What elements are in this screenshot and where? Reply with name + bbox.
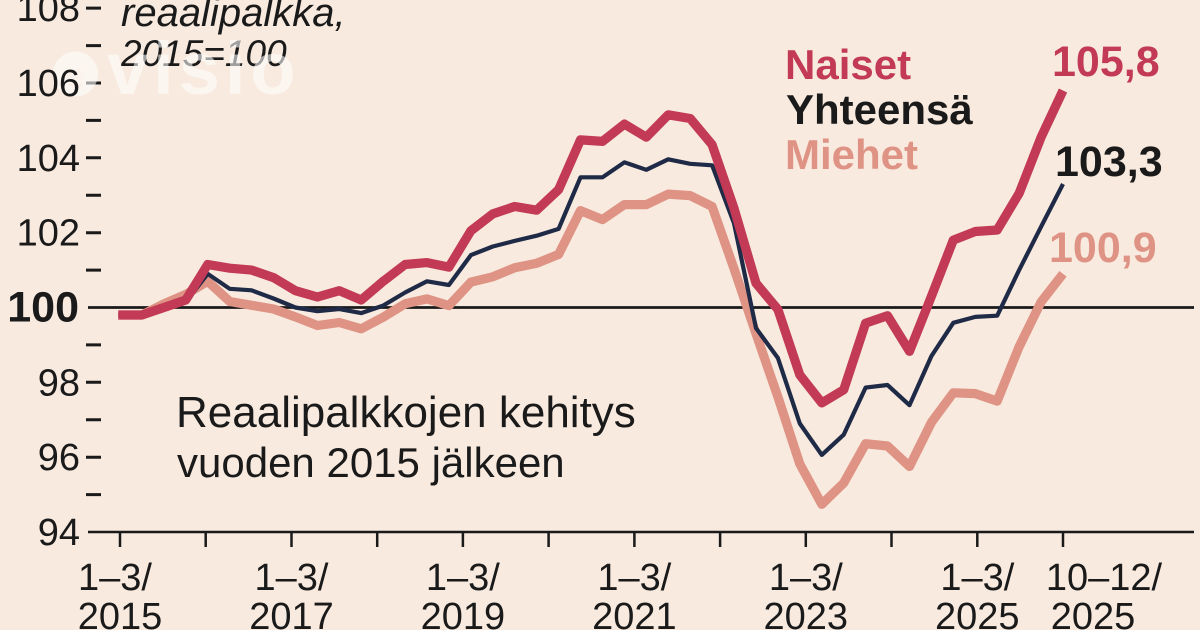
svg-text:100,9: 100,9 xyxy=(1049,224,1157,272)
svg-text:1–3/: 1–3/ xyxy=(769,557,843,599)
svg-text:e: e xyxy=(65,55,85,96)
svg-text:96: 96 xyxy=(38,437,80,479)
svg-text:2025: 2025 xyxy=(1051,596,1136,630)
svg-text:Naiset: Naiset xyxy=(785,41,911,88)
svg-text:98: 98 xyxy=(38,362,80,404)
svg-text:1–3/: 1–3/ xyxy=(940,557,1014,599)
svg-text:105,8: 105,8 xyxy=(1052,38,1160,86)
svg-text:2021: 2021 xyxy=(592,596,677,630)
svg-text:reaalipalkka,: reaalipalkka, xyxy=(121,0,346,35)
svg-text:visio: visio xyxy=(107,27,301,110)
svg-text:103,3: 103,3 xyxy=(1055,138,1163,186)
svg-text:2017: 2017 xyxy=(249,596,334,630)
svg-text:Miehet: Miehet xyxy=(785,131,918,178)
svg-text:Yhteensä: Yhteensä xyxy=(786,86,973,133)
svg-text:1–3/: 1–3/ xyxy=(255,557,329,599)
svg-text:2015=100: 2015=100 xyxy=(120,33,287,74)
svg-text:100: 100 xyxy=(7,284,79,332)
svg-text:1–3/: 1–3/ xyxy=(426,557,500,599)
svg-text:102: 102 xyxy=(17,213,80,255)
svg-text:2015: 2015 xyxy=(78,596,163,630)
svg-text:2025: 2025 xyxy=(935,596,1020,630)
svg-text:1–3/: 1–3/ xyxy=(78,557,152,599)
svg-text:94: 94 xyxy=(38,512,80,554)
svg-text:10–12/: 10–12/ xyxy=(1046,557,1163,599)
svg-text:1–3/: 1–3/ xyxy=(597,557,671,599)
svg-text:Reaalipalkkojen kehitys: Reaalipalkkojen kehitys xyxy=(176,388,636,437)
svg-text:2023: 2023 xyxy=(764,596,849,630)
svg-text:104: 104 xyxy=(17,138,80,180)
svg-text:106: 106 xyxy=(17,63,80,105)
svg-text:2019: 2019 xyxy=(421,596,506,630)
svg-text:vuoden 2015 jälkeen: vuoden 2015 jälkeen xyxy=(177,439,565,486)
svg-text:108: 108 xyxy=(17,0,80,30)
